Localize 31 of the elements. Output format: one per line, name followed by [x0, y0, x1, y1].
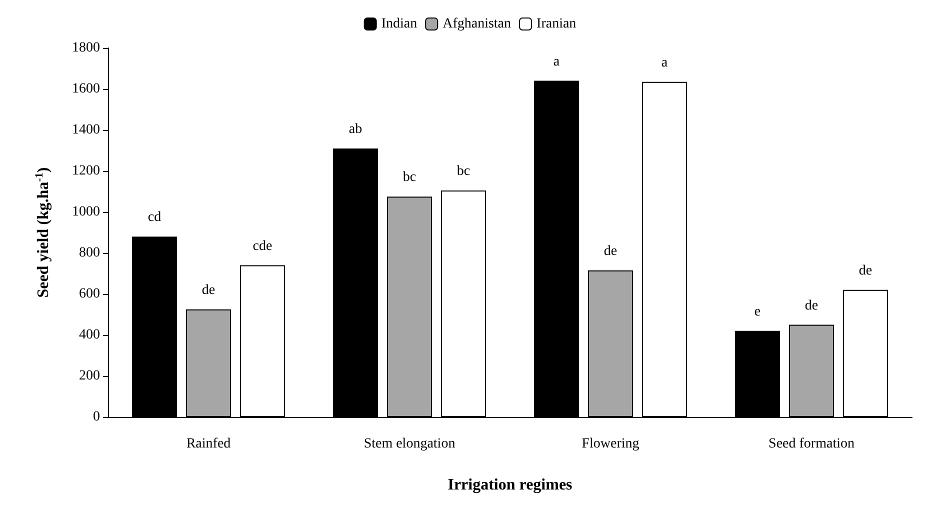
data-label: cde [252, 238, 272, 254]
data-label: de [858, 263, 872, 278]
y-tick-label: 1600 [72, 82, 100, 96]
x-axis-title: Irrigation regimes [448, 476, 572, 494]
data-label: de [804, 298, 818, 314]
y-tick-label: 400 [79, 328, 100, 342]
y-tick-label: 1000 [72, 204, 100, 220]
data-label: a [661, 55, 668, 70]
data-label: bc [456, 164, 470, 179]
x-tick-label: Seed formation [768, 436, 854, 452]
x-tick-label: Stem elongation [364, 436, 456, 452]
data-label: cd [148, 210, 162, 226]
y-tick-label: 0 [93, 410, 100, 424]
data-label: de [202, 282, 216, 298]
y-axis-title: Seed yield (kg.ha-1) [34, 167, 52, 298]
data-label: a [553, 54, 560, 70]
y-tick-label: 1400 [72, 122, 100, 138]
data-label: bc [402, 170, 416, 186]
data-label: de [604, 244, 618, 259]
y-tick-label: 1200 [72, 164, 100, 178]
y-tick-label: 1800 [72, 40, 100, 56]
x-tick-label: Rainfed [186, 436, 231, 452]
data-label: e [754, 304, 761, 320]
legend-label: Iranian [536, 16, 576, 32]
x-tick-label: Flowering [582, 436, 640, 452]
data-label: ab [348, 122, 362, 137]
y-tick-label: 200 [79, 368, 100, 384]
y-tick-label: 600 [79, 286, 100, 302]
legend-label: Afghanistan [442, 16, 512, 32]
legend-label: Indian [381, 16, 418, 32]
y-tick-label: 800 [79, 246, 100, 260]
